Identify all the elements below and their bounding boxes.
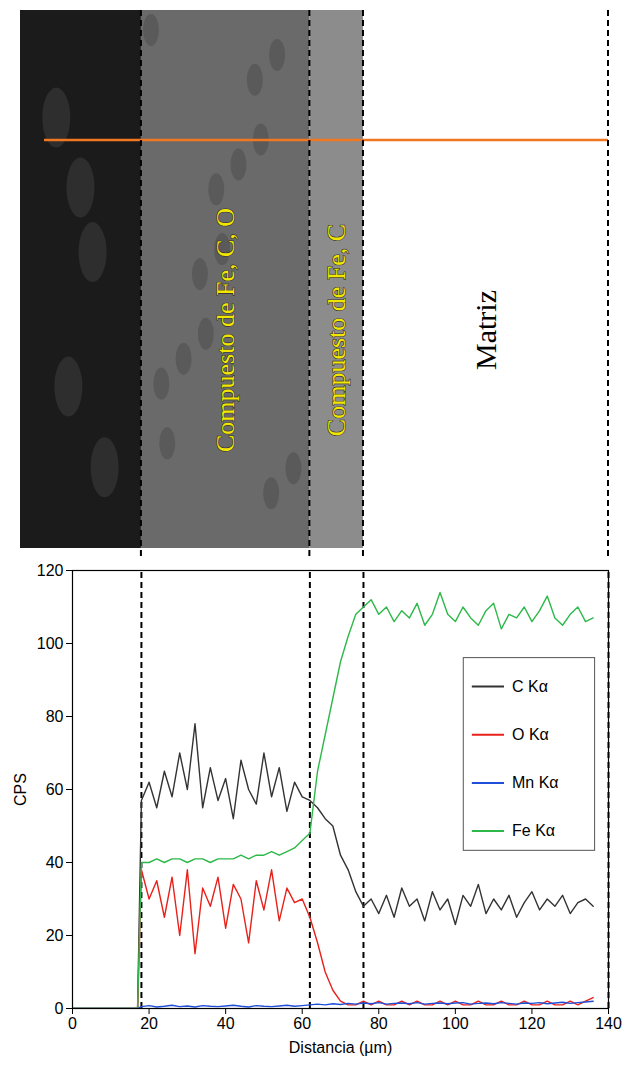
svg-text:80: 80 — [46, 708, 64, 725]
svg-text:40: 40 — [46, 854, 64, 871]
svg-text:100: 100 — [442, 1015, 469, 1032]
svg-text:O Kα: O Kα — [512, 726, 549, 743]
svg-text:140: 140 — [595, 1015, 622, 1032]
svg-text:Mn Kα: Mn Kα — [512, 774, 559, 791]
svg-text:C Kα: C Kα — [512, 678, 548, 695]
svg-text:40: 40 — [217, 1015, 235, 1032]
svg-text:Compuesto de Fe, C, O: Compuesto de Fe, C, O — [211, 208, 240, 452]
svg-text:60: 60 — [46, 781, 64, 798]
svg-text:Fe Kα: Fe Kα — [512, 822, 555, 839]
svg-text:20: 20 — [140, 1015, 158, 1032]
svg-text:0: 0 — [55, 1000, 64, 1017]
svg-text:120: 120 — [37, 562, 64, 579]
svg-text:80: 80 — [370, 1015, 388, 1032]
svg-text:20: 20 — [46, 927, 64, 944]
svg-text:0: 0 — [68, 1015, 77, 1032]
svg-text:120: 120 — [519, 1015, 546, 1032]
svg-text:Distancia (µm): Distancia (µm) — [289, 1039, 392, 1056]
svg-text:60: 60 — [293, 1015, 311, 1032]
svg-text:Compuesto de Fe, C: Compuesto de Fe, C — [322, 224, 351, 436]
svg-text:Matriz: Matriz — [469, 290, 502, 370]
svg-text:100: 100 — [37, 635, 64, 652]
svg-text:CPS: CPS — [12, 773, 29, 806]
